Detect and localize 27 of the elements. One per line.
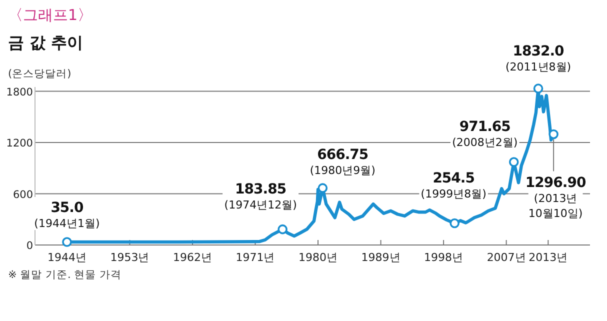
xtick: 2013년	[528, 251, 568, 264]
point	[62, 237, 72, 247]
xtick: 1971년	[236, 251, 275, 264]
annotation: 1832.0 (2011년8월)	[504, 40, 573, 74]
point	[508, 157, 519, 167]
annotation: 666.75 (1980년9월)	[308, 144, 378, 178]
xtick: 1980년	[298, 251, 338, 264]
point	[548, 129, 558, 140]
xtick: 1998년	[424, 251, 464, 264]
title: 금 값 추이	[8, 33, 84, 52]
ytick: 1200	[6, 138, 33, 150]
point	[533, 84, 544, 94]
xtick: 1962년	[173, 251, 212, 264]
point	[278, 224, 288, 234]
ytick: 600	[12, 188, 33, 201]
annotation: 35.0 (1944년1월)	[32, 197, 102, 230]
xtick: 1989년	[361, 251, 400, 264]
ytick: 0	[26, 240, 33, 252]
xtick: 1953년	[110, 251, 150, 264]
subtitle: 〈그래프1〉	[8, 6, 93, 24]
xtick: 2007년	[486, 251, 526, 264]
point	[450, 218, 460, 228]
xtick: 1944년	[47, 251, 86, 264]
point	[318, 183, 328, 193]
ylabel: (온스당달러)	[8, 68, 72, 80]
annotation: ※ 월말 기준. 현물 가격	[8, 269, 122, 281]
ytick: 1800	[6, 86, 33, 98]
